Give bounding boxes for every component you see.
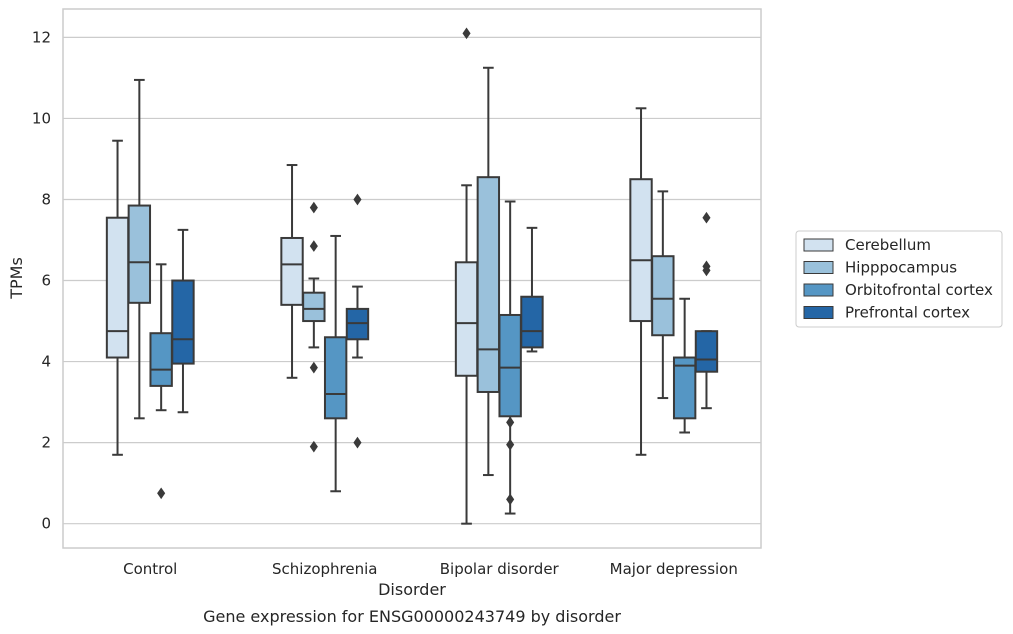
y-axis-label: TPMs	[7, 257, 26, 300]
box-body	[672, 356, 697, 420]
outlier-point	[462, 27, 471, 40]
y-tick-label: 10	[32, 109, 51, 127]
x-axis-label: Disorder	[378, 580, 446, 599]
outlier-point	[309, 361, 318, 374]
x-tick-label: Major depression	[610, 560, 738, 578]
outlier-point	[157, 487, 166, 500]
legend-label: Orbitofrontal cortex	[845, 281, 993, 299]
y-tick-label: 8	[41, 190, 51, 208]
box	[302, 201, 326, 453]
box	[498, 200, 522, 515]
box-body	[345, 307, 370, 341]
y-tick-labels: 0 2 4 6 8 10 12	[32, 28, 51, 532]
y-tick-label: 12	[32, 28, 51, 46]
legend-label: Prefrontal cortex	[845, 304, 970, 322]
box	[149, 263, 173, 500]
box-body	[149, 332, 173, 387]
box	[520, 226, 544, 353]
outlier-point	[702, 264, 711, 277]
box	[280, 164, 304, 379]
figure-caption: Gene expression for ENSG00000243749 by d…	[203, 607, 621, 626]
box-body	[454, 261, 479, 377]
outlier-point	[506, 493, 515, 506]
box	[454, 27, 479, 525]
legend-item: Orbitofrontal cortex	[803, 281, 993, 299]
outlier-point	[309, 201, 318, 214]
legend-item: Hipppocampus	[803, 259, 957, 277]
x-tick-label: Control	[123, 560, 177, 578]
outlier-point	[353, 436, 362, 449]
box	[651, 190, 675, 400]
box	[694, 211, 719, 410]
outlier-point	[353, 193, 362, 206]
box-body	[105, 216, 130, 359]
box	[345, 193, 370, 449]
box-body	[520, 295, 544, 349]
box-body	[323, 336, 348, 420]
x-tick-labels: Control Schizophrenia Bipolar disorder Majo…	[123, 560, 738, 578]
box	[127, 78, 152, 420]
legend-swatch	[803, 238, 834, 252]
box-body	[280, 236, 304, 306]
plot-frame	[62, 8, 762, 549]
legend-swatch	[803, 261, 834, 274]
box	[476, 66, 501, 477]
legend-swatch	[803, 306, 834, 319]
outlier-point	[309, 440, 318, 453]
box	[323, 234, 348, 493]
y-tick-label: 0	[41, 515, 51, 533]
box	[629, 107, 653, 456]
box-body	[171, 279, 195, 365]
outlier-point	[309, 240, 318, 252]
legend-label: Cerebellum	[845, 236, 931, 254]
legend-item: Prefrontal cortex	[803, 304, 970, 322]
box	[105, 139, 130, 456]
outlier-point	[506, 438, 515, 451]
box-body	[694, 330, 719, 373]
legend: Cerebellum Hipppocampus Orbitofrontal cort…	[795, 230, 1003, 328]
box-plot-series	[105, 27, 719, 525]
box-body	[651, 255, 675, 337]
x-tick-label: Schizophrenia	[272, 560, 377, 578]
box-body	[498, 313, 522, 418]
y-tick-label: 2	[41, 434, 51, 452]
legend-swatch	[803, 283, 834, 297]
legend-frame	[795, 230, 1003, 328]
y-tick-label: 4	[41, 353, 51, 371]
y-tick-label: 6	[41, 272, 51, 290]
outlier-point	[506, 416, 515, 429]
box-body	[127, 204, 152, 304]
box	[171, 228, 195, 414]
series-hipppocampus	[127, 66, 675, 477]
box	[672, 297, 697, 434]
legend-item: Cerebellum	[803, 236, 931, 254]
series-orbitofrontal-cortex	[149, 200, 697, 515]
series-prefrontal-cortex	[171, 193, 719, 449]
box-body	[629, 178, 653, 323]
series-cerebellum	[105, 27, 653, 525]
legend-label: Hipppocampus	[845, 259, 957, 277]
x-tick-label: Bipolar disorder	[440, 560, 560, 578]
outlier-point	[702, 211, 711, 224]
box-body	[302, 291, 326, 323]
box-body	[476, 176, 501, 393]
